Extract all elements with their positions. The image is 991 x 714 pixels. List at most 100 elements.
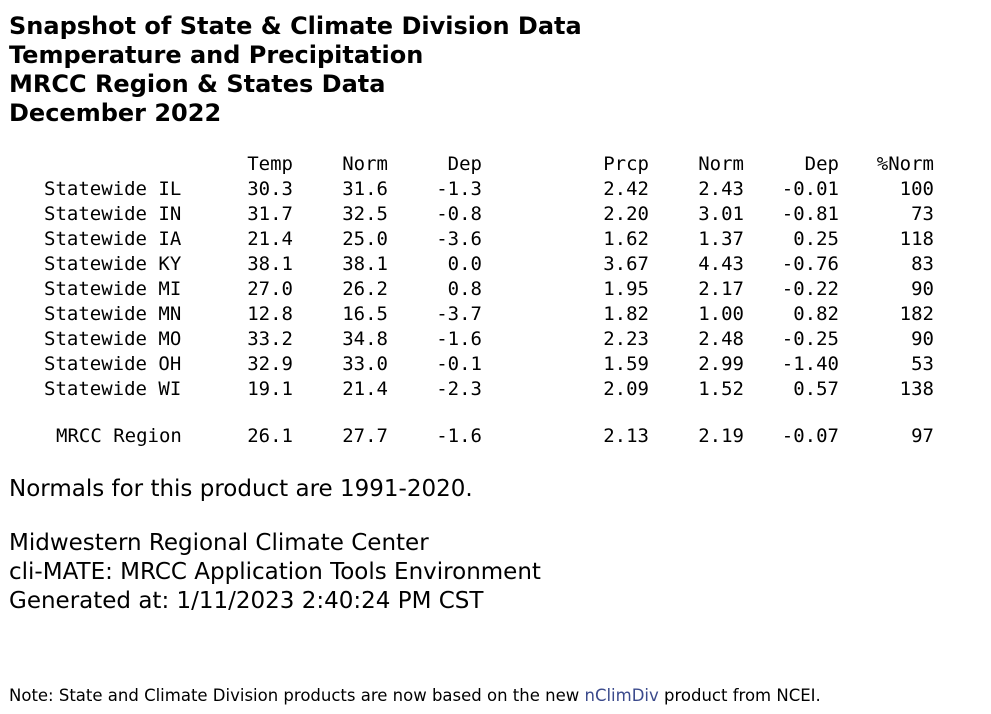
- prcp-value: 1.62: [603, 228, 649, 250]
- temp-norm-value: 16.5: [342, 303, 388, 325]
- table-row: Statewide MN 12.8 16.5 -3.7 1.82 1.00 0.82 182: [0, 302, 991, 327]
- temp-dep-value: -0.1: [436, 353, 482, 375]
- prcp-dep-value: -0.01: [781, 178, 839, 200]
- temp-dep-value: -3.6: [436, 228, 482, 250]
- table-row: Statewide MO 33.2 34.8 -1.6 2.23 2.48 -0.25 90: [0, 327, 991, 352]
- state-name: Statewide MO: [44, 328, 182, 350]
- prcp-dep-value: -0.76: [781, 253, 839, 275]
- prcp-dep-value: -0.22: [781, 278, 839, 300]
- prcp-norm-value: 1.00: [698, 303, 744, 325]
- report-region-title: MRCC Region & States Data: [9, 70, 386, 98]
- region-temp: 26.1: [247, 425, 293, 447]
- temp-dep-value: -1.3: [436, 178, 482, 200]
- pct-norm-value: 53: [911, 353, 934, 375]
- prcp-value: 1.59: [603, 353, 649, 375]
- note-suffix: product from NCEI.: [658, 686, 821, 705]
- prcp-value: 2.09: [603, 378, 649, 400]
- prcp-norm-value: 1.52: [698, 378, 744, 400]
- prcp-dep-value: -0.25: [781, 328, 839, 350]
- temp-value: 27.0: [247, 278, 293, 300]
- region-row: MRCC Region 26.1 27.7 -1.6 2.13 2.19 -0.…: [0, 424, 991, 449]
- prcp-value: 1.95: [603, 278, 649, 300]
- temp-value: 30.3: [247, 178, 293, 200]
- state-name: Statewide MI: [44, 278, 182, 300]
- prcp-norm-value: 4.43: [698, 253, 744, 275]
- region-temp-norm: 27.7: [342, 425, 388, 447]
- nclimdiv-link[interactable]: nClimDiv: [584, 686, 659, 705]
- state-name: Statewide WI: [44, 378, 182, 400]
- prcp-value: 2.23: [603, 328, 649, 350]
- pct-norm-value: 90: [911, 278, 934, 300]
- prcp-value: 1.82: [603, 303, 649, 325]
- temp-norm-value: 32.5: [342, 203, 388, 225]
- header-temp-dep: Dep: [447, 153, 482, 175]
- credit-tool: cli-MATE: MRCC Application Tools Environ…: [9, 559, 541, 585]
- prcp-dep-value: -0.81: [781, 203, 839, 225]
- prcp-norm-value: 2.43: [698, 178, 744, 200]
- temp-value: 31.7: [247, 203, 293, 225]
- temp-norm-value: 33.0: [342, 353, 388, 375]
- state-name: Statewide IL: [44, 178, 182, 200]
- region-temp-dep: -1.6: [436, 425, 482, 447]
- prcp-norm-value: 2.17: [698, 278, 744, 300]
- header-pct-norm: %Norm: [876, 153, 934, 175]
- state-name: Statewide OH: [44, 353, 182, 375]
- temp-value: 21.4: [247, 228, 293, 250]
- temp-dep-value: 0.0: [447, 253, 482, 275]
- temp-norm-value: 21.4: [342, 378, 388, 400]
- temp-norm-value: 34.8: [342, 328, 388, 350]
- prcp-value: 3.67: [603, 253, 649, 275]
- region-prcp-dep: -0.07: [781, 425, 839, 447]
- normals-note: Normals for this product are 1991-2020.: [9, 476, 473, 502]
- temp-dep-value: -1.6: [436, 328, 482, 350]
- header-prcp: Prcp: [603, 153, 649, 175]
- table-row: Statewide IA 21.4 25.0 -3.6 1.62 1.37 0.25 118: [0, 227, 991, 252]
- region-pct-norm: 97: [911, 425, 934, 447]
- temp-dep-value: -3.7: [436, 303, 482, 325]
- header-prcp-norm: Norm: [698, 153, 744, 175]
- header-temp: Temp: [247, 153, 293, 175]
- temp-dep-value: -2.3: [436, 378, 482, 400]
- footer-note: Note: State and Climate Division product…: [9, 685, 821, 707]
- credit-organization: Midwestern Regional Climate Center: [9, 530, 429, 556]
- region-prcp-norm: 2.19: [698, 425, 744, 447]
- temp-dep-value: -0.8: [436, 203, 482, 225]
- prcp-norm-value: 3.01: [698, 203, 744, 225]
- region-name: MRCC Region: [56, 425, 182, 447]
- temp-value: 38.1: [247, 253, 293, 275]
- pct-norm-value: 138: [899, 378, 934, 400]
- prcp-dep-value: 0.57: [793, 378, 839, 400]
- pct-norm-value: 83: [911, 253, 934, 275]
- table-header-row: Temp Norm Dep Prcp Norm Dep %Norm: [0, 152, 991, 177]
- temp-value: 12.8: [247, 303, 293, 325]
- temp-dep-value: 0.8: [447, 278, 482, 300]
- report-subtitle: Temperature and Precipitation: [9, 41, 424, 69]
- table-row: Statewide IL 30.3 31.6 -1.3 2.42 2.43 -0.01 100: [0, 177, 991, 202]
- note-prefix: Note: State and Climate Division product…: [9, 686, 585, 705]
- temp-norm-value: 26.2: [342, 278, 388, 300]
- pct-norm-value: 100: [899, 178, 934, 200]
- temp-norm-value: 38.1: [342, 253, 388, 275]
- temp-norm-value: 31.6: [342, 178, 388, 200]
- region-prcp: 2.13: [603, 425, 649, 447]
- state-name: Statewide KY: [44, 253, 182, 275]
- prcp-value: 2.42: [603, 178, 649, 200]
- credits-block: Midwestern Regional Climate Center cli-M…: [9, 529, 541, 616]
- report-period: December 2022: [9, 99, 222, 127]
- prcp-norm-value: 2.99: [698, 353, 744, 375]
- pct-norm-value: 118: [899, 228, 934, 250]
- state-name: Statewide IN: [44, 203, 182, 225]
- report-title: Snapshot of State & Climate Division Dat…: [9, 12, 582, 40]
- pct-norm-value: 73: [911, 203, 934, 225]
- prcp-value: 2.20: [603, 203, 649, 225]
- header-temp-norm: Norm: [342, 153, 388, 175]
- pct-norm-value: 182: [899, 303, 934, 325]
- prcp-dep-value: 0.82: [793, 303, 839, 325]
- temp-value: 33.2: [247, 328, 293, 350]
- state-name: Statewide MN: [44, 303, 182, 325]
- temp-value: 32.9: [247, 353, 293, 375]
- table-row: Statewide KY 38.1 38.1 0.0 3.67 4.43 -0.76 83: [0, 252, 991, 277]
- prcp-norm-value: 2.48: [698, 328, 744, 350]
- table-row: Statewide OH 32.9 33.0 -0.1 1.59 2.99 -1.40 53: [0, 352, 991, 377]
- header-prcp-dep: Dep: [804, 153, 839, 175]
